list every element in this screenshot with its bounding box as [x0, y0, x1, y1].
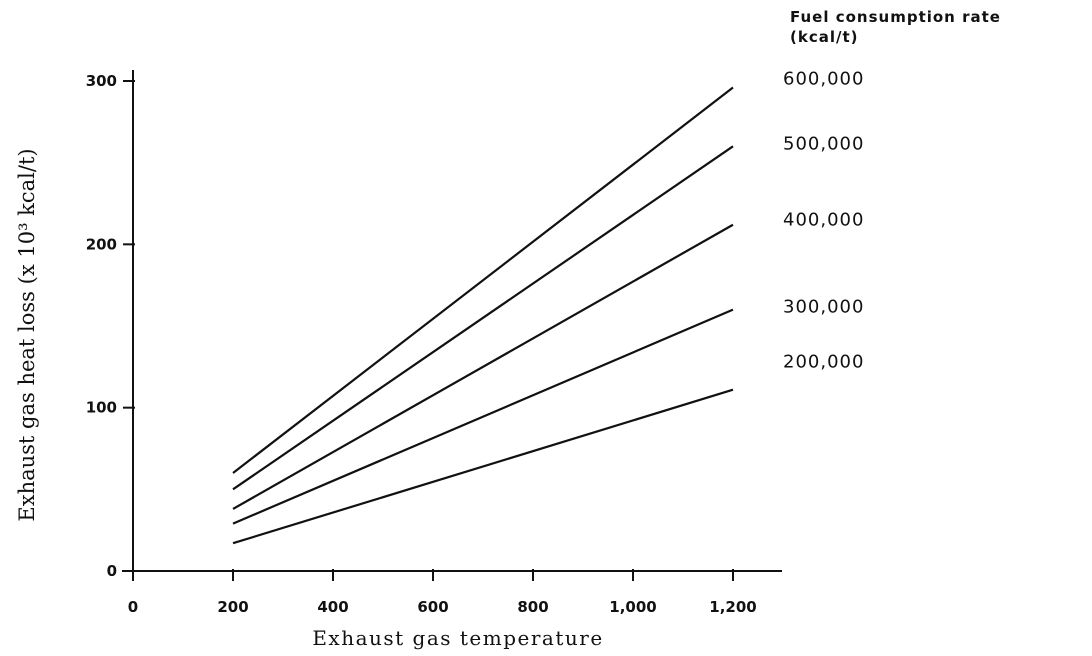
- x-tick-group: 0 200 400 600 800 1,000 1,200: [128, 569, 757, 616]
- x-tick-label: 400: [317, 598, 348, 616]
- x-tick-label: 0: [128, 598, 138, 616]
- x-tick-label: 1,000: [609, 598, 656, 616]
- series-line: [232, 223, 734, 510]
- series-line: [232, 388, 734, 545]
- y-tick-label: 100: [86, 399, 117, 417]
- series-label-group: 600,000 500,000 400,000 300,000 200,000: [783, 69, 864, 373]
- x-tick-label: 1,200: [709, 598, 756, 616]
- series-line: [232, 308, 734, 525]
- series-label: 400,000: [783, 210, 864, 231]
- x-tick-label: 800: [517, 598, 548, 616]
- series-label: 600,000: [783, 69, 864, 90]
- x-tick-label: 200: [217, 598, 248, 616]
- y-axis-title: Exhaust gas heat loss (x 10³ kcal/t): [15, 148, 39, 521]
- x-axis-title: Exhaust gas temperature: [312, 626, 603, 650]
- series-line: [232, 145, 734, 491]
- y-tick-label: 0: [107, 562, 117, 580]
- y-tick-label: 200: [86, 235, 117, 253]
- legend-title-line-1: Fuel consumption rate: [790, 8, 1001, 26]
- y-tick-group: 0 100 200 300: [86, 72, 135, 580]
- y-tick-label: 300: [86, 72, 117, 90]
- series-label: 300,000: [783, 297, 864, 318]
- x-tick-label: 600: [417, 598, 448, 616]
- series-line: [232, 86, 734, 474]
- legend-title-line-2: (kcal/t): [790, 28, 859, 46]
- series-label: 500,000: [783, 133, 864, 154]
- series-line-group: [232, 86, 734, 545]
- series-label: 200,000: [783, 352, 864, 373]
